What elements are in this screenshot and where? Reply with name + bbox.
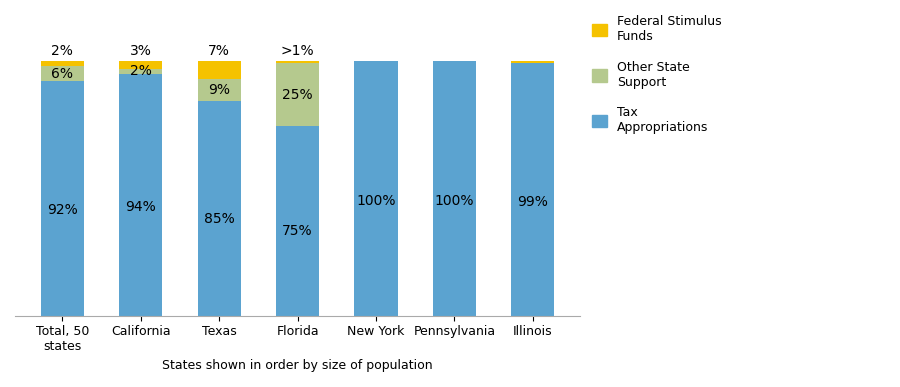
Text: 7%: 7% [208,45,230,58]
Bar [40,81,84,316]
Bar [511,63,554,316]
Text: 2%: 2% [130,64,151,78]
Text: 94%: 94% [125,200,156,214]
Text: 2%: 2% [51,45,73,58]
Text: 25%: 25% [283,88,313,102]
Text: >1%: >1% [281,45,314,58]
Bar [119,68,162,74]
Bar [433,61,476,316]
Bar [198,101,240,316]
Text: 99%: 99% [518,195,548,209]
X-axis label: States shown in order by size of population: States shown in order by size of populat… [162,359,433,372]
Text: 85%: 85% [203,212,235,226]
Bar [276,127,320,316]
Bar [198,79,240,101]
Bar [276,61,320,63]
Bar [40,61,84,66]
Bar [276,63,320,127]
Text: 9%: 9% [208,83,230,97]
Bar [119,74,162,316]
Text: 100%: 100% [356,194,396,208]
Text: 6%: 6% [51,67,73,80]
Bar [198,61,240,79]
Bar [119,61,162,68]
Text: 75%: 75% [283,224,313,238]
Text: 3%: 3% [130,45,151,58]
Text: 100%: 100% [435,194,474,208]
Legend: Federal Stimulus
Funds, Other State
Support, Tax
Appropriations: Federal Stimulus Funds, Other State Supp… [592,15,722,134]
Bar [511,61,554,63]
Text: 92%: 92% [47,203,77,217]
Bar [355,61,398,316]
Bar [40,66,84,81]
